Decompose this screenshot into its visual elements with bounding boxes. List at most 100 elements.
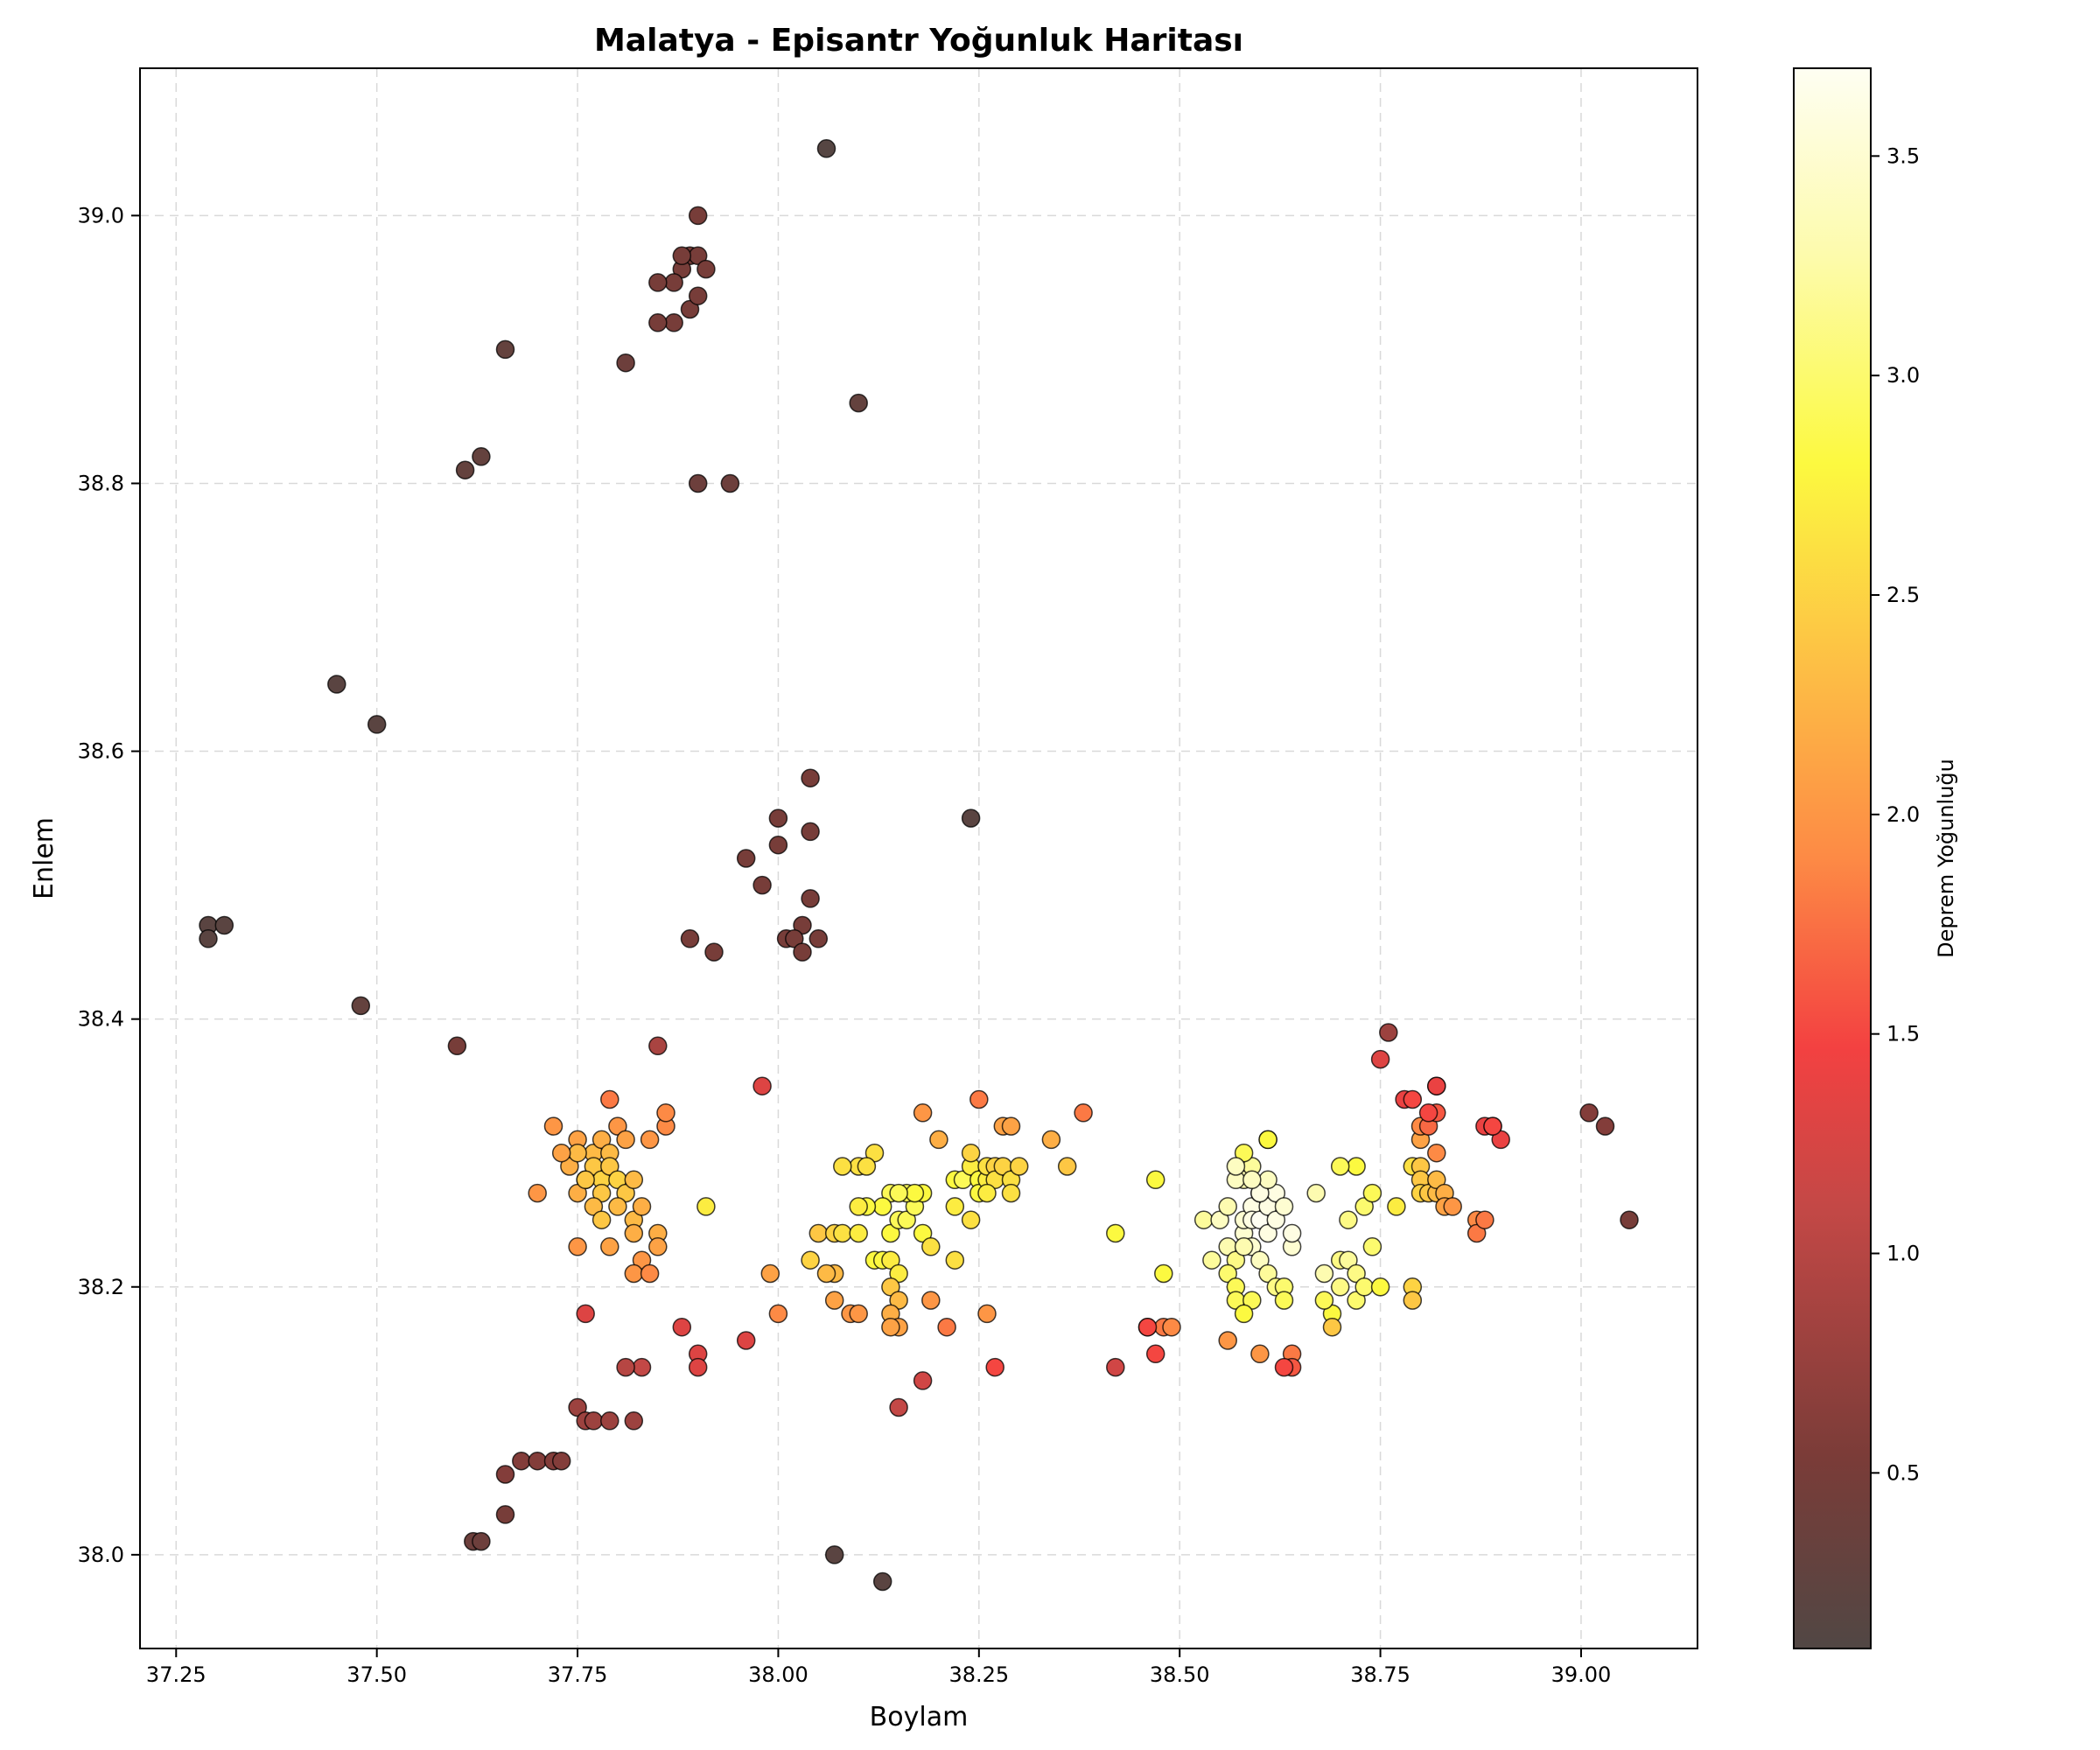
data-point: [616, 353, 635, 373]
data-point: [801, 768, 820, 788]
data-point: [913, 1371, 933, 1390]
data-point: [1106, 1223, 1125, 1243]
data-point: [1274, 1291, 1294, 1310]
data-point: [664, 313, 683, 332]
colorbar-tick-label: 2.5: [1886, 583, 1920, 607]
data-point: [648, 313, 668, 332]
data-point: [816, 1264, 836, 1284]
data-point: [921, 1237, 941, 1256]
data-point: [648, 1237, 668, 1256]
data-point: [592, 1210, 612, 1229]
data-point: [1145, 1344, 1166, 1364]
data-point: [600, 1411, 620, 1431]
data-point: [543, 1116, 564, 1136]
data-point: [1001, 1183, 1021, 1203]
data-point: [1194, 1210, 1214, 1229]
data-point: [648, 273, 668, 292]
chart-title: Malatya - Episantr Yoğunluk Haritası: [594, 23, 1243, 59]
data-point: [945, 1197, 965, 1216]
y-tick-label: 38.8: [78, 471, 124, 495]
data-point: [760, 1264, 780, 1284]
data-point: [199, 929, 218, 948]
data-point: [801, 1250, 820, 1270]
data-point: [680, 929, 700, 948]
data-point: [688, 206, 708, 226]
data-point: [937, 1317, 956, 1337]
data-point: [632, 1357, 652, 1377]
data-point: [1347, 1157, 1366, 1176]
data-point: [1475, 1210, 1494, 1229]
data-point: [849, 1197, 868, 1216]
data-point: [1242, 1170, 1262, 1190]
colorbar-label: Deprem Yoğunluğu: [1934, 759, 1958, 958]
data-point: [833, 1223, 852, 1243]
y-axis-label: Enlem: [29, 817, 60, 900]
data-point: [1339, 1210, 1358, 1229]
data-point: [688, 286, 708, 305]
data-point: [905, 1183, 925, 1203]
data-point: [455, 460, 475, 480]
data-point: [672, 1317, 692, 1337]
data-point: [1250, 1344, 1270, 1364]
data-point: [624, 1170, 644, 1190]
colorbar-tick-label: 3.5: [1886, 144, 1920, 168]
data-point: [495, 340, 515, 360]
data-point: [889, 1397, 908, 1418]
x-axis-ticks: 37.25 37.50 37.75 38.00 38.25 38.50 38.75 39.00: [146, 1648, 1611, 1687]
colorbar-tick-label: 2.0: [1886, 802, 1920, 827]
data-point: [616, 1357, 635, 1377]
data-point: [736, 1331, 756, 1350]
data-point: [1162, 1317, 1181, 1337]
data-point: [584, 1411, 604, 1431]
data-point: [977, 1304, 997, 1324]
data-point: [704, 942, 724, 962]
data-point: [1330, 1157, 1350, 1176]
data-point: [768, 835, 788, 855]
data-point: [640, 1264, 660, 1284]
data-point: [472, 1531, 491, 1551]
x-tick-label: 38.00: [748, 1662, 808, 1687]
data-point: [808, 1223, 829, 1243]
data-point: [1057, 1157, 1077, 1176]
data-point: [1403, 1291, 1423, 1310]
y-tick-label: 38.4: [78, 1007, 124, 1032]
plot-area-frame: [139, 67, 1698, 1649]
data-point: [1579, 1103, 1599, 1123]
data-point: [568, 1143, 587, 1163]
data-point: [752, 875, 772, 895]
data-point: [872, 1197, 892, 1216]
data-point: [768, 1304, 788, 1324]
data-point: [624, 1411, 644, 1431]
data-point: [1274, 1357, 1294, 1377]
x-tick-label: 37.50: [346, 1662, 407, 1687]
x-tick-label: 37.75: [548, 1662, 608, 1687]
data-point: [808, 929, 829, 948]
data-point: [961, 1210, 981, 1229]
data-point: [367, 715, 387, 734]
x-tick-label: 39.00: [1551, 1662, 1612, 1687]
data-point: [1306, 1183, 1326, 1203]
data-point: [351, 996, 371, 1016]
data-point: [1234, 1237, 1254, 1256]
data-point: [1483, 1116, 1502, 1136]
data-point: [977, 1183, 997, 1203]
data-point: [576, 1304, 595, 1324]
data-point: [1218, 1197, 1237, 1216]
data-point: [528, 1451, 547, 1471]
data-points: [199, 139, 1639, 1592]
data-point: [1620, 1210, 1639, 1229]
data-point: [768, 808, 788, 828]
data-point: [1274, 1197, 1294, 1216]
y-axis-ticks: 38.0 38.2 38.4 38.6 38.8 39.0: [78, 203, 140, 1567]
data-point: [495, 1505, 515, 1524]
colorbar: [1793, 67, 1872, 1649]
data-point: [1330, 1278, 1350, 1297]
data-point: [1314, 1264, 1334, 1284]
data-point: [1362, 1183, 1382, 1203]
data-point: [1218, 1331, 1237, 1350]
y-tick-label: 38.0: [78, 1543, 124, 1567]
x-tick-label: 38.25: [948, 1662, 1009, 1687]
data-point: [824, 1545, 844, 1564]
data-point: [576, 1170, 595, 1190]
data-point: [1403, 1089, 1423, 1110]
